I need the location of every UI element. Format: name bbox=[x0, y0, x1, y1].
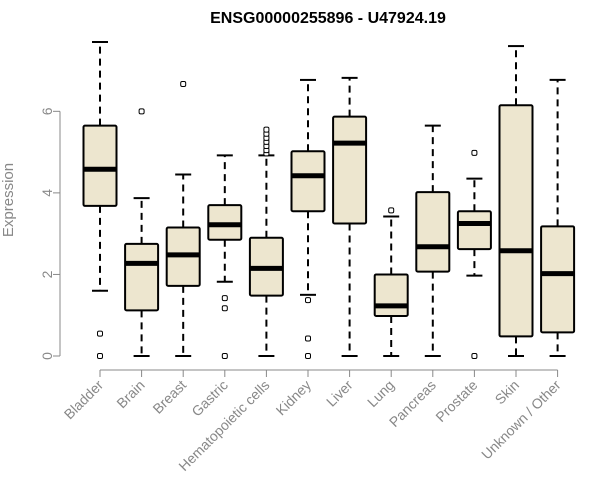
x-tick-label: Lung bbox=[364, 377, 397, 410]
y-axis: 0 2 4 6 bbox=[39, 107, 61, 360]
box-liver bbox=[332, 76, 368, 357]
x-tick-label: Liver bbox=[323, 377, 356, 410]
box-iqr bbox=[82, 124, 118, 207]
box-kidney bbox=[290, 78, 326, 359]
box-skin bbox=[498, 45, 534, 357]
outlier-point bbox=[138, 108, 145, 115]
outlier-point bbox=[97, 353, 103, 359]
box-breast bbox=[165, 81, 201, 357]
box-unknown-other bbox=[540, 78, 576, 357]
outlier-point bbox=[471, 149, 478, 156]
outlier-point bbox=[388, 207, 395, 214]
box-iqr bbox=[124, 242, 160, 312]
chart-title: ENSG00000255896 - U47924.19 bbox=[210, 10, 446, 27]
box-iqr bbox=[290, 150, 326, 213]
box-iqr bbox=[415, 191, 451, 273]
box-iqr bbox=[332, 115, 368, 225]
y-tick-label: 6 bbox=[39, 107, 55, 115]
outlier-point bbox=[221, 305, 228, 312]
x-tick-label: Prostate bbox=[432, 377, 480, 425]
outlier-point bbox=[471, 353, 478, 359]
outlier-point bbox=[221, 295, 228, 302]
x-tick-label: Bladder bbox=[61, 377, 107, 423]
x-tick-label: Unknown / Other bbox=[478, 377, 564, 463]
box-pancreas bbox=[415, 124, 451, 357]
y-axis-label: Expression bbox=[0, 163, 17, 237]
x-tick-label: Kidney bbox=[273, 377, 315, 419]
box-lung bbox=[373, 207, 409, 357]
box-hematopoietic-cells bbox=[248, 126, 284, 357]
box-brain bbox=[124, 108, 160, 357]
box-prostate bbox=[456, 149, 492, 359]
box-iqr bbox=[373, 273, 409, 318]
y-tick-label: 0 bbox=[39, 352, 55, 360]
x-tick-label: Breast bbox=[149, 377, 189, 417]
boxes-group bbox=[82, 41, 576, 359]
outlier-point bbox=[305, 297, 311, 304]
box-bladder bbox=[82, 41, 118, 359]
x-tick-label: Skin bbox=[492, 377, 523, 408]
box-gastric bbox=[207, 154, 243, 359]
box-iqr bbox=[498, 104, 534, 338]
outlier-point bbox=[221, 353, 228, 359]
outlier-point bbox=[97, 330, 103, 337]
x-tick-label: Brain bbox=[113, 377, 147, 411]
y-tick-label: 4 bbox=[39, 189, 55, 197]
box-iqr bbox=[540, 225, 576, 334]
outlier-point bbox=[305, 335, 311, 342]
outlier-point bbox=[305, 353, 311, 359]
outlier-point bbox=[180, 81, 187, 88]
box-iqr bbox=[456, 210, 492, 251]
outlier-point bbox=[263, 126, 270, 133]
y-tick-label: 2 bbox=[39, 270, 55, 278]
